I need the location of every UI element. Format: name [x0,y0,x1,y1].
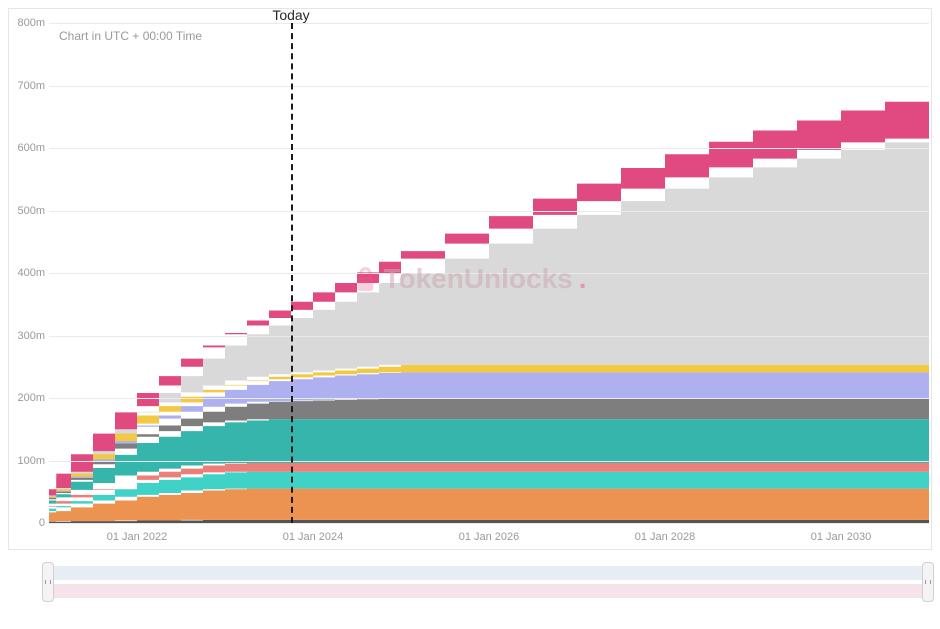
x-axis-label: 01 Jan 2024 [283,531,344,543]
gridline [49,273,929,274]
x-axis-label: 01 Jan 2028 [635,531,696,543]
gridline [49,523,929,524]
gridline [49,211,929,212]
scrub-track-top [48,566,928,580]
today-label: Today [272,7,309,23]
series-orange [49,489,929,522]
y-axis-label: 100m [15,455,45,467]
chart-container: Chart in UTC + 00:00 Time 0100m200m300m4… [8,8,932,550]
x-axis-label: 01 Jan 2026 [459,531,520,543]
y-axis-label: 500m [15,205,45,217]
scrub-handle-left[interactable] [42,562,54,602]
gridline [49,398,929,399]
gridline [49,148,929,149]
gridline [49,336,929,337]
y-axis-label: 700m [15,80,45,92]
x-axis-label: 01 Jan 2030 [811,531,872,543]
y-axis-label: 300m [15,330,45,342]
y-axis-label: 800m [15,17,45,29]
scrub-track-bottom [48,584,928,598]
today-line [291,23,293,523]
y-axis-label: 0 [15,517,45,529]
gridline [49,461,929,462]
gridline [49,23,929,24]
gridline [49,86,929,87]
plot-area: 0100m200m300m400m500m600m700m800m01 Jan … [49,23,929,523]
y-axis-label: 400m [15,267,45,279]
x-axis-label: 01 Jan 2022 [107,531,168,543]
scrub-handle-right[interactable] [922,562,934,602]
y-axis-label: 200m [15,392,45,404]
y-axis-label: 600m [15,142,45,154]
time-scrubber[interactable] [48,562,928,610]
